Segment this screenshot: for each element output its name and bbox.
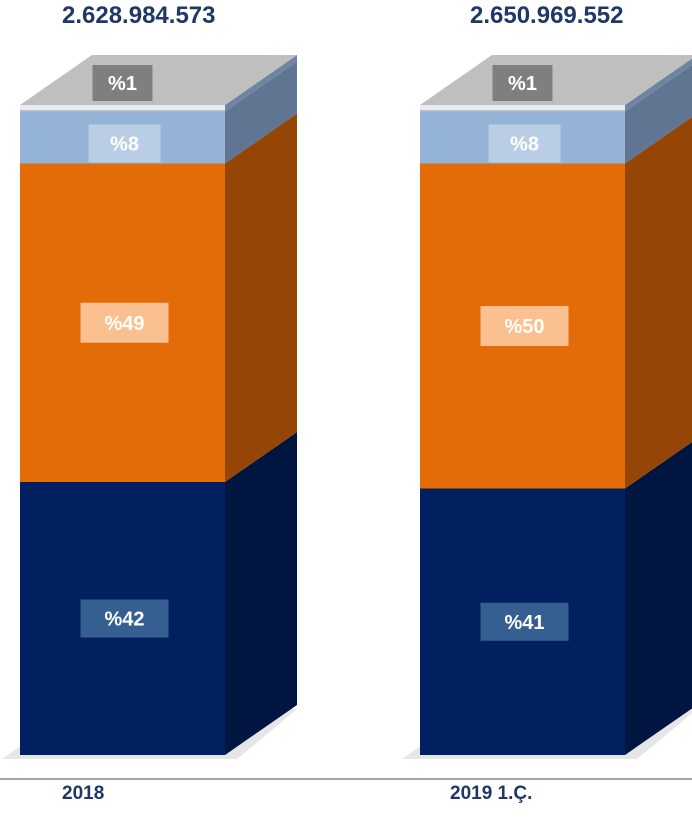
data-label-box-s0-2019 <box>480 602 569 641</box>
data-label-box-s2-2018 <box>88 124 161 163</box>
bar-total-2018: 2.628.984.573 <box>62 2 216 29</box>
bar-top-face-2019 <box>420 55 692 105</box>
data-label-s0-2018: %42 <box>104 609 144 631</box>
bar-total-2019: 2.650.969.552 <box>470 2 624 29</box>
category-label-2019: 2019 1.Ç. <box>450 783 533 804</box>
data-label-s1-2018: %49 <box>104 313 144 335</box>
data-label-box-s3-2019 <box>492 65 553 101</box>
bar-side-s2-2019 <box>625 64 692 164</box>
bar-top-band-2019 <box>420 105 625 110</box>
data-label-box-s2-2019 <box>488 124 561 163</box>
category-label-2018: 2018 <box>62 783 105 804</box>
data-label-s2-2019: %8 <box>510 134 539 156</box>
data-label-s3-2019: %1 <box>508 73 537 95</box>
data-label-s0-2019: %41 <box>504 612 544 634</box>
bar-side-s1-2019 <box>625 116 692 489</box>
bar-group-2019: %41 %50 %8 %1 <box>402 55 692 759</box>
bar-top-face-2018 <box>20 55 297 105</box>
data-label-box-s1-2018 <box>80 302 169 343</box>
bar-side-s3-2018 <box>225 55 297 112</box>
data-label-box-s0-2018 <box>80 599 169 638</box>
data-label-box-s3-2018 <box>92 65 153 101</box>
bar-side-s1-2018 <box>225 113 297 482</box>
data-label-s3-2018: %1 <box>108 73 137 95</box>
data-label-s2-2018: %8 <box>110 134 139 156</box>
bar-top-band-2018 <box>20 105 225 110</box>
bar-side-s3-2019 <box>625 58 692 112</box>
bar-side-s0-2018 <box>225 432 297 755</box>
bar-side-s0-2019 <box>625 441 692 755</box>
data-label-s1-2019: %50 <box>504 316 544 338</box>
data-label-box-s1-2019 <box>480 306 569 346</box>
bar-group-2018: %42 %49 %8 %1 <box>2 55 297 759</box>
bar-side-s2-2018 <box>225 61 297 164</box>
